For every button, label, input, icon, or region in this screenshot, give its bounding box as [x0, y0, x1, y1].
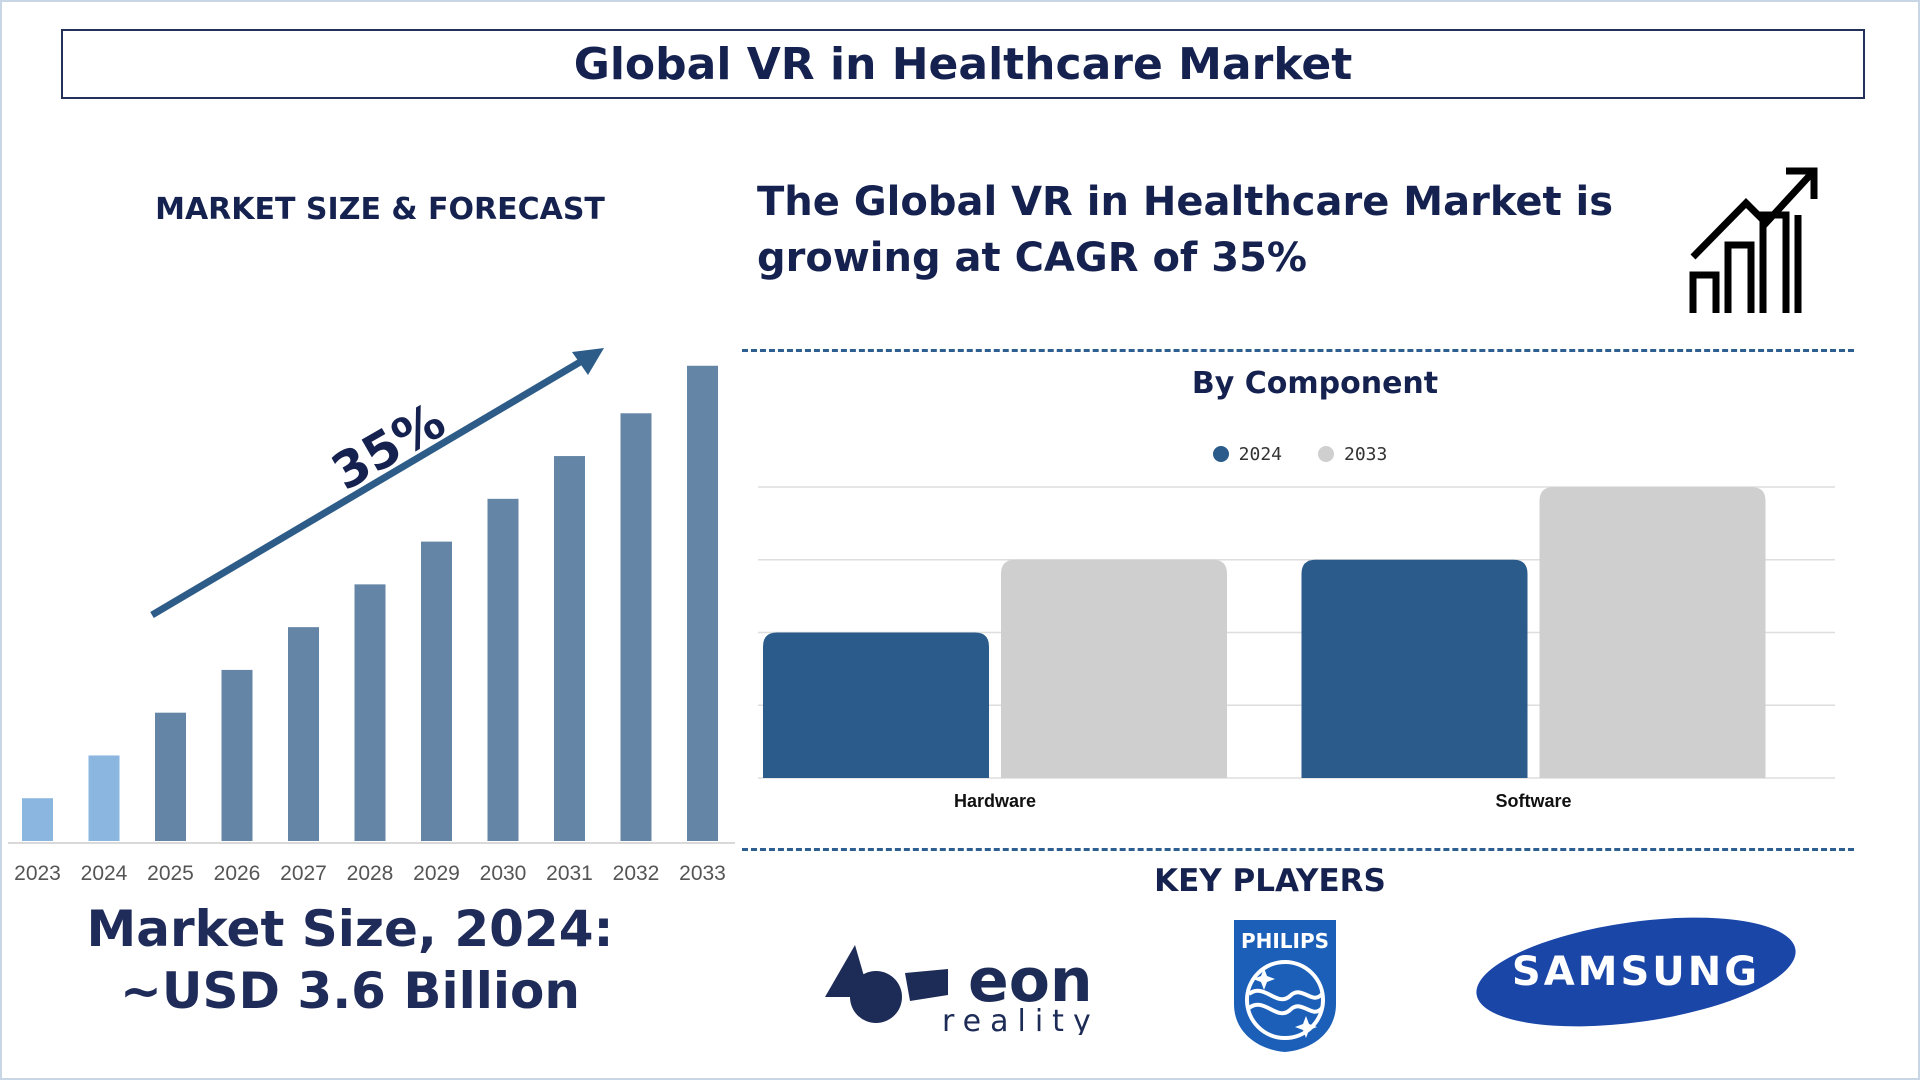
legend-label-2024: 2024 — [1238, 443, 1282, 465]
svg-text:reality: reality — [942, 1004, 1100, 1035]
component-tick-software: Software — [1495, 791, 1571, 811]
legend-label-2033: 2033 — [1344, 443, 1388, 465]
forecast-tick-2033: 2033 — [679, 862, 726, 885]
forecast-bar-2032 — [620, 413, 652, 841]
legend-item-2024: 2024 — [1212, 443, 1282, 465]
svg-text:PHILIPS: PHILIPS — [1241, 929, 1329, 953]
page-title: Global VR in Healthcare Market — [61, 29, 1865, 99]
forecast-bar-2033 — [687, 365, 718, 841]
forecast-tick-2024: 2024 — [81, 862, 128, 885]
forecast-tick-2026: 2026 — [214, 862, 261, 885]
forecast-tick-2029: 2029 — [413, 862, 460, 885]
forecast-tick-2025: 2025 — [147, 862, 194, 885]
market-size-line1: Market Size, 2024: — [86, 900, 614, 958]
component-chart-title: By Component — [1191, 366, 1439, 401]
trend-arrow — [150, 351, 594, 619]
forecast-bar-2024 — [88, 755, 120, 841]
samsung-logo: SAMSUNG — [1476, 917, 1796, 1027]
market-size-2024: Market Size, 2024: ~USD 3.6 Billion — [40, 898, 660, 1022]
growth-rate-label: 35% — [322, 392, 455, 502]
forecast-tick-2028: 2028 — [347, 862, 394, 885]
forecast-bar-2023 — [22, 798, 53, 841]
component-tick-hardware: Hardware — [954, 791, 1036, 811]
forecast-bar-2025 — [155, 712, 186, 841]
component-bar-software-2024 — [1301, 559, 1528, 778]
section-divider-bottom — [742, 848, 1854, 851]
section-divider-top — [742, 349, 1854, 352]
forecast-tick-2027: 2027 — [280, 862, 327, 885]
market-forecast-chart: 2023 2024 2025 2026 2027 2028 2029 2030 2031 2032… — [8, 348, 735, 885]
component-legend: 2024 2033 — [1150, 441, 1450, 467]
key-players-heading: KEY PLAYERS — [1154, 863, 1386, 899]
svg-text:eon: eon — [968, 946, 1093, 1016]
legend-item-2033: 2033 — [1318, 444, 1387, 465]
forecast-bar-2027 — [288, 627, 319, 841]
component-bar-software-2033 — [1539, 487, 1766, 778]
growth-chart-icon — [1689, 167, 1818, 313]
forecast-bar-2029 — [421, 541, 452, 841]
eon-reality-logo: eon reality — [825, 945, 1100, 1035]
component-chart: Hardware Software — [758, 486, 1835, 811]
forecast-bar-2031 — [554, 456, 585, 841]
philips-logo: PHILIPS — [1234, 920, 1336, 1052]
forecast-tick-2030: 2030 — [480, 862, 527, 885]
component-bar-hardware-2033 — [1001, 559, 1227, 778]
market-size-line2: ~USD 3.6 Billion — [119, 962, 580, 1020]
component-bar-hardware-2024 — [763, 632, 989, 778]
forecast-tick-2031: 2031 — [546, 862, 593, 885]
forecast-bar-2030 — [487, 498, 519, 841]
svg-text:SAMSUNG: SAMSUNG — [1512, 949, 1760, 995]
forecast-bar-2028 — [354, 584, 386, 841]
forecast-tick-2023: 2023 — [14, 862, 61, 885]
market-size-heading: MARKET SIZE & FORECAST — [155, 192, 605, 227]
cagr-statement: The Global VR in Healthcare Market is gr… — [757, 179, 1614, 281]
trend-arrow-head — [572, 348, 604, 375]
legend-dot-2033 — [1318, 446, 1334, 462]
forecast-bar-2026 — [221, 669, 253, 841]
forecast-tick-2032: 2032 — [613, 862, 660, 885]
legend-dot-2024 — [1212, 446, 1229, 462]
